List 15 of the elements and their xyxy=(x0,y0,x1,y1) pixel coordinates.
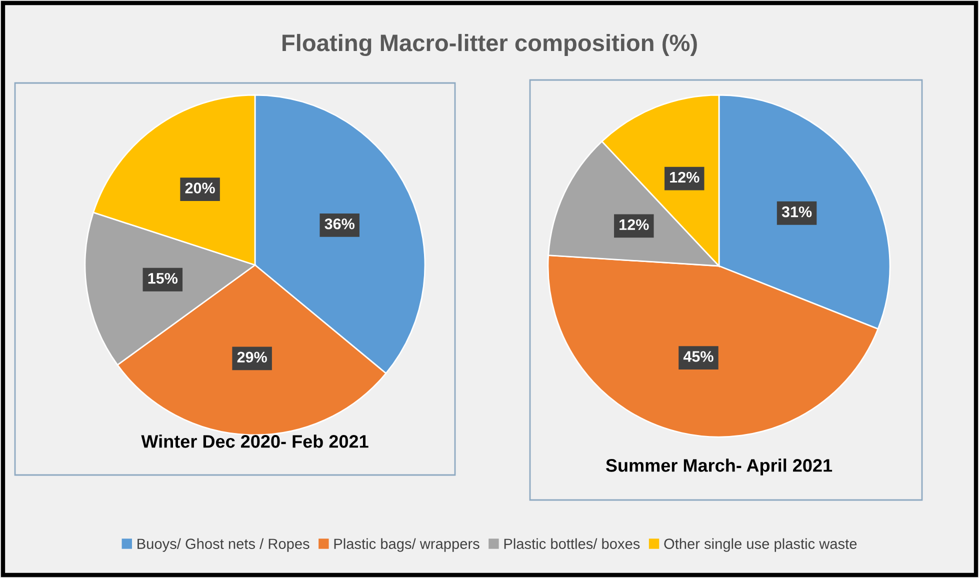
data-label: 29% xyxy=(237,352,267,363)
legend-label: Buoys/ Ghost nets / Ropes xyxy=(138,538,310,552)
data-label: 12% xyxy=(670,172,700,183)
data-label: 36% xyxy=(324,218,354,230)
text: Winter Dec 2020- Feb 2021 xyxy=(141,434,368,448)
legend-label: Plastic bottles/ boxes xyxy=(504,538,640,549)
data-label: 45% xyxy=(683,351,714,362)
data-label: 12% xyxy=(620,219,649,230)
text: Summer March- April 2021 xyxy=(606,458,832,476)
chart-title: Floating Macro-litter composition (%) xyxy=(282,34,697,56)
legend-label: Plastic bags/ wrappers xyxy=(334,538,480,552)
legend-label: Other single use plastic waste xyxy=(664,538,857,552)
data-label: 31% xyxy=(782,206,812,218)
data-label: 20% xyxy=(185,182,215,194)
data-label: 15% xyxy=(148,272,178,284)
